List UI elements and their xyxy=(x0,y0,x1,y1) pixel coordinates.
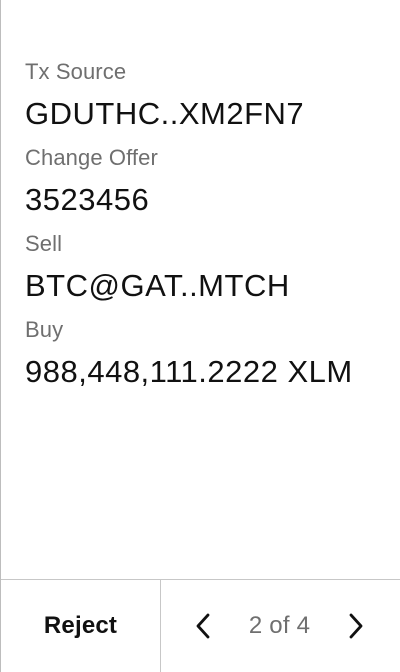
transaction-details: Tx Source GDUTHC..XM2FN7 Change Offer 35… xyxy=(25,58,388,392)
reject-button[interactable]: Reject xyxy=(1,580,161,672)
change-offer-label: Change Offer xyxy=(25,145,158,170)
chevron-right-icon xyxy=(347,612,365,640)
sell-label: Sell xyxy=(25,231,63,256)
tx-source-label: Tx Source xyxy=(25,59,127,84)
tx-source-field: Tx Source GDUTHC..XM2FN7 xyxy=(25,58,388,134)
change-offer-value: 3523456 xyxy=(25,182,150,217)
chevron-left-icon xyxy=(194,612,212,640)
next-page-button[interactable] xyxy=(342,612,370,640)
tx-source-value: GDUTHC..XM2FN7 xyxy=(25,96,305,131)
sell-field: Sell BTC@GAT..MTCH xyxy=(25,230,388,306)
sell-value: BTC@GAT..MTCH xyxy=(25,268,290,303)
action-footer: Reject 2 of 4 xyxy=(1,579,400,672)
page-indicator: 2 of 4 xyxy=(248,612,311,639)
buy-value: 988,448,111.2222 XLM xyxy=(25,354,353,389)
buy-label: Buy xyxy=(25,317,64,342)
buy-field: Buy 988,448,111.2222 XLM xyxy=(25,316,388,392)
previous-page-button[interactable] xyxy=(189,612,217,640)
pagination-controls: 2 of 4 xyxy=(161,580,400,672)
change-offer-field: Change Offer 3523456 xyxy=(25,144,388,220)
